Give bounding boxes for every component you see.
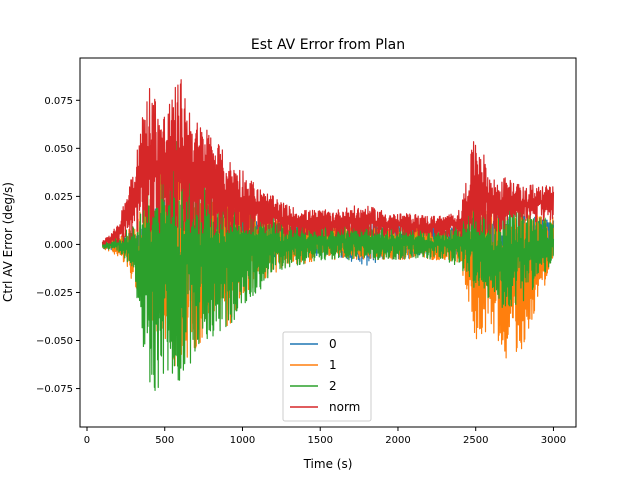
legend-label: 1 — [329, 358, 337, 372]
x-axis-title: Time (s) — [303, 457, 353, 471]
x-tick-label: 2000 — [385, 435, 410, 446]
series-line-norm — [101, 79, 555, 245]
x-tick-label: 2500 — [463, 435, 488, 446]
plot-frame — [79, 57, 577, 428]
x-axis: 0 500 1000 1500 2000 2500 3000 — [84, 427, 566, 446]
y-axis-title: Ctrl AV Error (deg/s) — [1, 182, 15, 302]
legend-label: norm — [329, 400, 360, 414]
y-tick-label: −0.025 — [36, 288, 73, 299]
legend-label: 0 — [329, 337, 337, 351]
y-tick-label: 0.000 — [44, 240, 73, 251]
x-tick-label: 500 — [155, 435, 174, 446]
y-tick-label: −0.075 — [36, 384, 73, 395]
y-tick-label: 0.050 — [44, 144, 73, 155]
x-tick-label: 3000 — [541, 435, 566, 446]
x-tick-label: 1500 — [307, 435, 332, 446]
y-tick-label: 0.025 — [44, 192, 73, 203]
x-tick-label: 1000 — [230, 435, 255, 446]
legend-label: 2 — [329, 379, 337, 393]
x-tick-label: 0 — [84, 435, 90, 446]
series-line-2 — [101, 138, 555, 391]
legend: 0 1 2 norm — [282, 331, 372, 422]
y-axis: −0.075 −0.050 −0.025 0.000 0.025 0.050 0.075 — [36, 96, 80, 395]
y-tick-label: −0.050 — [36, 336, 73, 347]
chart-title: Est AV Error from Plan — [251, 37, 405, 53]
y-tick-label: 0.075 — [44, 96, 73, 107]
series-layer — [101, 79, 555, 391]
legend-box — [282, 331, 372, 422]
